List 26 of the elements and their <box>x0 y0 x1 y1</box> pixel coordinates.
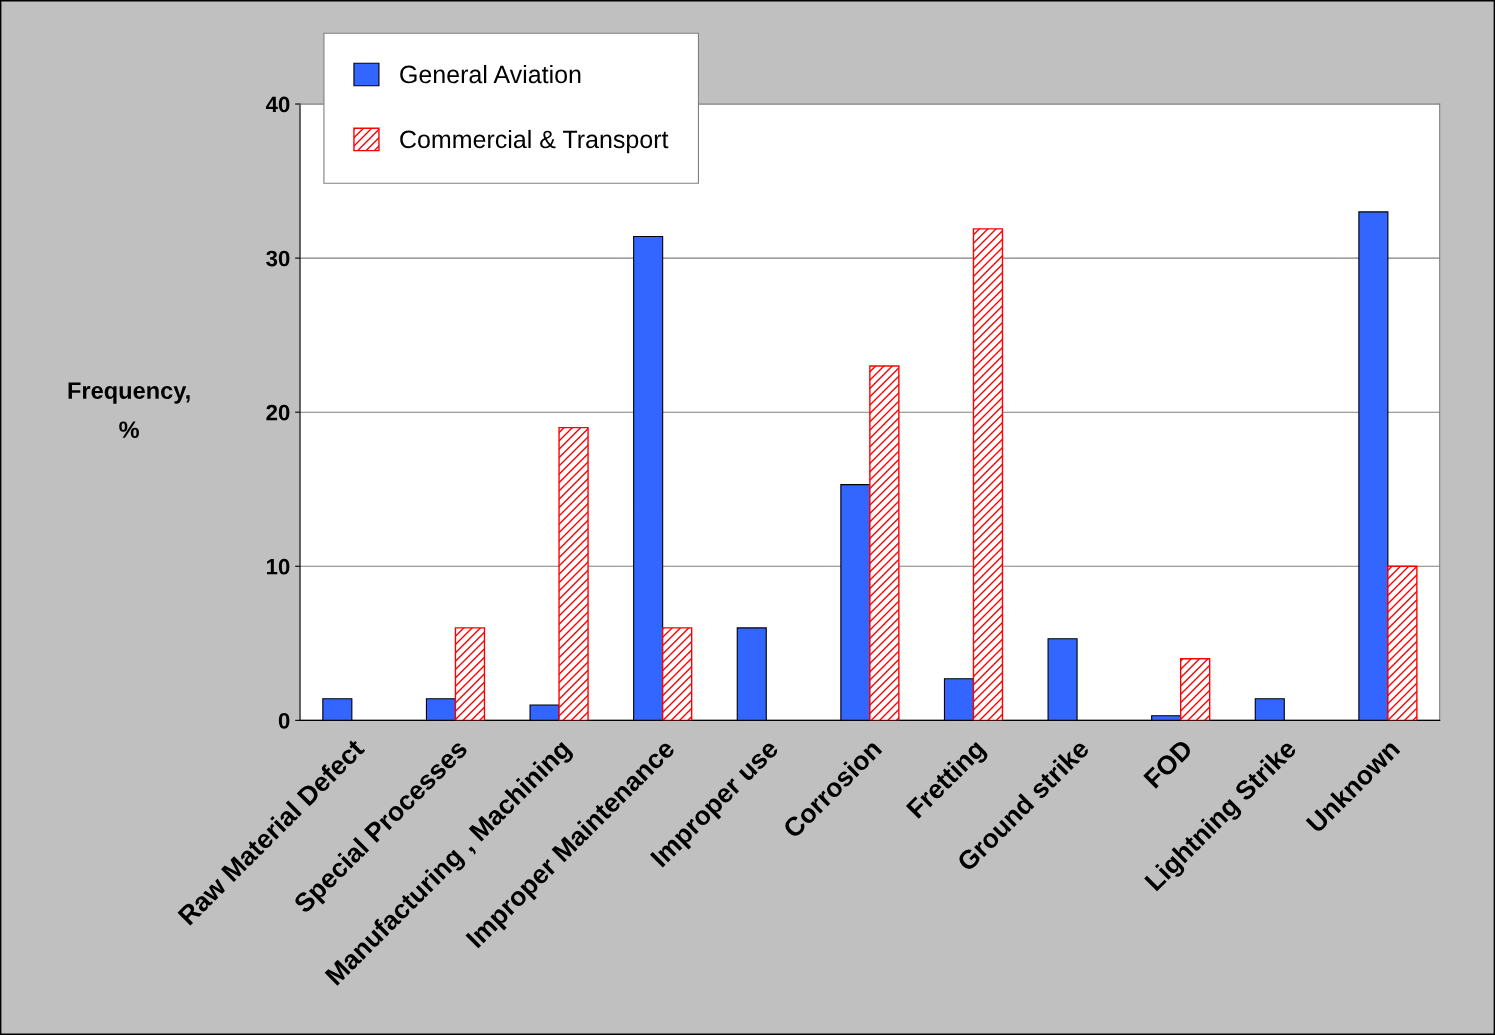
y-tick-label: 10 <box>267 558 290 575</box>
bar <box>425 698 457 721</box>
bar <box>840 484 871 721</box>
bar <box>558 426 589 721</box>
bar <box>943 678 975 721</box>
bar <box>529 704 560 721</box>
y-axis-title: Frequency, % <box>68 382 190 439</box>
bar <box>1387 565 1418 721</box>
bar <box>454 627 486 721</box>
legend-label: General Aviation <box>400 64 581 84</box>
legend-label: Commercial & Transport <box>400 129 669 154</box>
bar <box>1358 211 1389 721</box>
y-tick-label: 40 <box>265 96 290 113</box>
y-tick-label: 0 <box>278 712 290 729</box>
bar <box>736 627 767 721</box>
bar <box>1047 638 1078 721</box>
y-tick-label: 20 <box>266 404 290 421</box>
y-tick-label: 30 <box>266 250 290 267</box>
bar <box>322 698 353 721</box>
bar <box>972 228 1004 721</box>
bar <box>633 235 664 721</box>
bar <box>869 365 900 721</box>
bar <box>1254 698 1285 721</box>
bar <box>661 627 693 721</box>
bar <box>1151 715 1182 721</box>
bar <box>1179 658 1211 721</box>
